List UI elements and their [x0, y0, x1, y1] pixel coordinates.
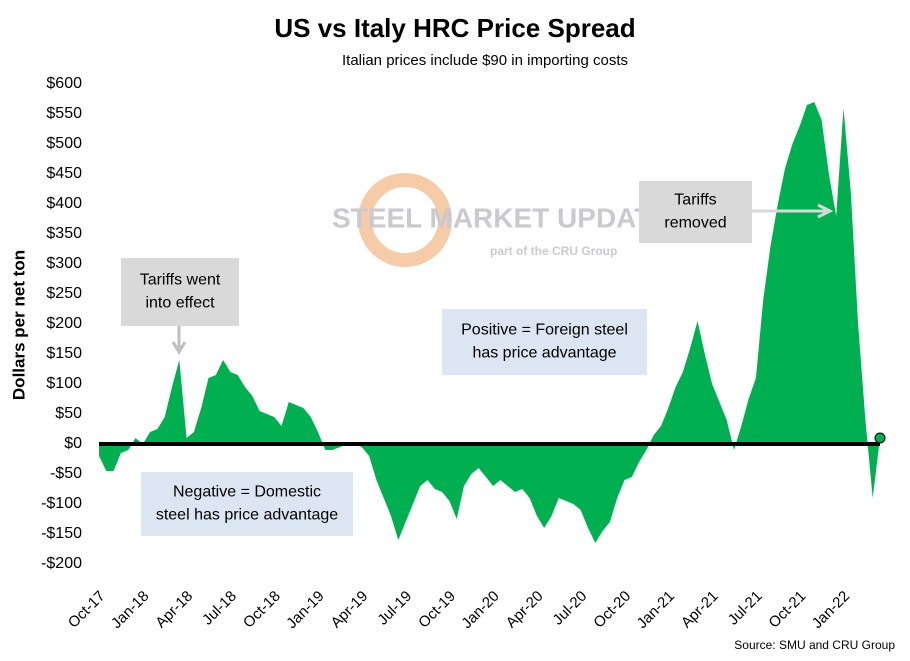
- watermark-logo: [358, 173, 452, 267]
- x-tick-label: Oct-18: [240, 588, 284, 632]
- x-tick-label: Jul-20: [549, 588, 590, 629]
- y-tick-label: $500: [46, 135, 82, 152]
- x-tick-label: Apr-18: [152, 588, 196, 632]
- y-tick-label: $250: [46, 285, 82, 302]
- y-tick-label: -$200: [41, 555, 82, 572]
- x-tick-label: Oct-17: [65, 588, 109, 632]
- annotation-text: Tariffs: [674, 192, 716, 209]
- y-tick-label: $300: [46, 255, 82, 272]
- end-dot: [874, 432, 886, 444]
- watermark-text: STEEL MARKET UPDATE: [332, 202, 670, 233]
- annotation-text: Tariffs went: [140, 272, 221, 289]
- x-tick-label: Jan-18: [108, 588, 152, 632]
- arrow: [752, 203, 834, 219]
- x-tick-label: Jan-21: [634, 588, 678, 632]
- y-tick-label: $450: [46, 165, 82, 182]
- chart-subtitle: Italian prices include $90 in importing …: [342, 52, 628, 69]
- arrow: [171, 326, 187, 355]
- y-axis-label: Dollars per net ton: [9, 250, 28, 400]
- annotation-text: has price advantage: [472, 345, 616, 362]
- annotation-box: [442, 309, 647, 375]
- x-tick-label: Jan-20: [458, 588, 502, 632]
- y-tick-label: $100: [46, 375, 82, 392]
- annotation-text: Positive = Foreign steel: [461, 322, 628, 339]
- y-tick-label: $600: [46, 75, 82, 92]
- annotation-text: into effect: [145, 295, 215, 312]
- y-tick-label: -$150: [41, 525, 82, 542]
- y-tick-label: $400: [46, 195, 82, 212]
- annotation-text: steel has price advantage: [156, 507, 338, 524]
- x-tick-label: Jan-22: [809, 588, 853, 632]
- watermark-subtext: part of the CRU Group: [490, 244, 617, 258]
- y-tick-label: -$100: [41, 495, 82, 512]
- x-tick-label: Jul-21: [725, 588, 766, 629]
- y-tick-label: $550: [46, 105, 82, 122]
- source: Source: SMU and CRU Group: [734, 638, 895, 652]
- annotation-text: removed: [664, 215, 726, 232]
- annotation-box: [639, 181, 752, 243]
- annotation-text: Negative = Domestic: [173, 484, 321, 501]
- x-tick-label: Oct-19: [415, 588, 459, 632]
- y-tick-label: $350: [46, 225, 82, 242]
- y-tick-label: $50: [55, 405, 82, 422]
- y-tick-label: $200: [46, 315, 82, 332]
- x-tick-label: Apr-20: [503, 588, 547, 632]
- x-tick-label: Oct-21: [765, 588, 809, 632]
- annotation-box: [121, 258, 239, 326]
- y-tick-label: $150: [46, 345, 82, 362]
- x-tick-label: Jul-19: [374, 588, 415, 629]
- watermark: STEEL MARKET UPDATE part of the CRU Grou…: [332, 173, 670, 267]
- x-tick-label: Jul-18: [199, 588, 240, 629]
- x-tick-label: Apr-21: [678, 588, 722, 632]
- y-tick-label: -$50: [50, 465, 82, 482]
- x-tick-label: Apr-19: [328, 588, 372, 632]
- y-tick-label: $0: [64, 435, 82, 452]
- x-tick-label: Jan-19: [283, 588, 327, 632]
- annotation-box: [141, 472, 353, 536]
- chart-title: US vs Italy HRC Price Spread: [274, 13, 635, 43]
- area: [99, 102, 880, 543]
- x-tick-label: Oct-20: [590, 588, 634, 632]
